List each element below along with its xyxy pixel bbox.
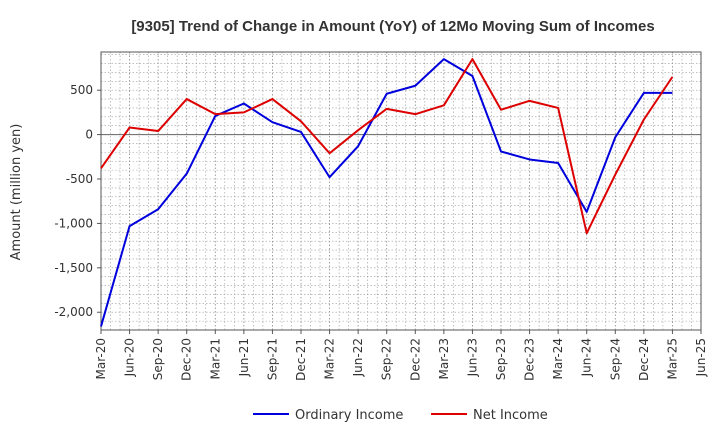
x-tick-label: Dec-23 [523,338,537,381]
x-tick-label: Mar-25 [665,338,679,379]
y-tick-label: 0 [85,128,93,142]
x-tick-label: Dec-21 [294,338,308,381]
legend-label: Ordinary Income [295,408,403,423]
x-tick-label: Mar-24 [551,338,565,379]
series-line [100,58,674,235]
x-tick-label: Dec-20 [180,338,194,381]
x-tick-label: Jun-20 [123,338,137,377]
x-tick-label: Jun-23 [465,338,479,377]
x-tick-label: Sep-22 [380,338,394,380]
legend-label: Net Income [473,408,548,423]
x-tick-label: Sep-21 [265,338,279,380]
plot-area: 500 0 -500 -1,000 -1,500 -2,000 Mar-20 Jun-20 Se… [54,51,708,381]
x-tick-label: Sep-20 [151,338,165,380]
x-tick-label: Jun-21 [237,338,251,377]
x-tick-label: Mar-21 [208,338,222,379]
plot-frame [100,51,702,331]
x-tick-label: Mar-20 [94,338,108,379]
y-tick-label: -500 [66,172,93,186]
x-tick-label: Mar-22 [323,338,337,379]
x-tick-label: Jun-24 [580,338,594,377]
x-tick-label: Jun-22 [351,338,365,377]
legend: Ordinary Income Net Income [253,408,548,423]
y-tick-label: -2,000 [54,305,93,319]
y-axis-label: Amount (million yen) [9,124,24,261]
x-tick-label: Dec-24 [637,338,651,381]
plot-background [101,52,701,330]
y-tick-label: 500 [70,83,93,97]
x-tick-label: Mar-23 [437,338,451,379]
x-tick-label: Jun-25 [694,338,708,377]
chart-title: [9305] Trend of Change in Amount (YoY) o… [131,18,654,35]
x-tick-label: Dec-22 [408,338,422,381]
x-tick-label: Sep-24 [608,338,622,380]
y-tick-label: -1,000 [54,216,93,230]
x-tick-label: Sep-23 [494,338,508,380]
y-tick-label: -1,500 [54,261,93,275]
